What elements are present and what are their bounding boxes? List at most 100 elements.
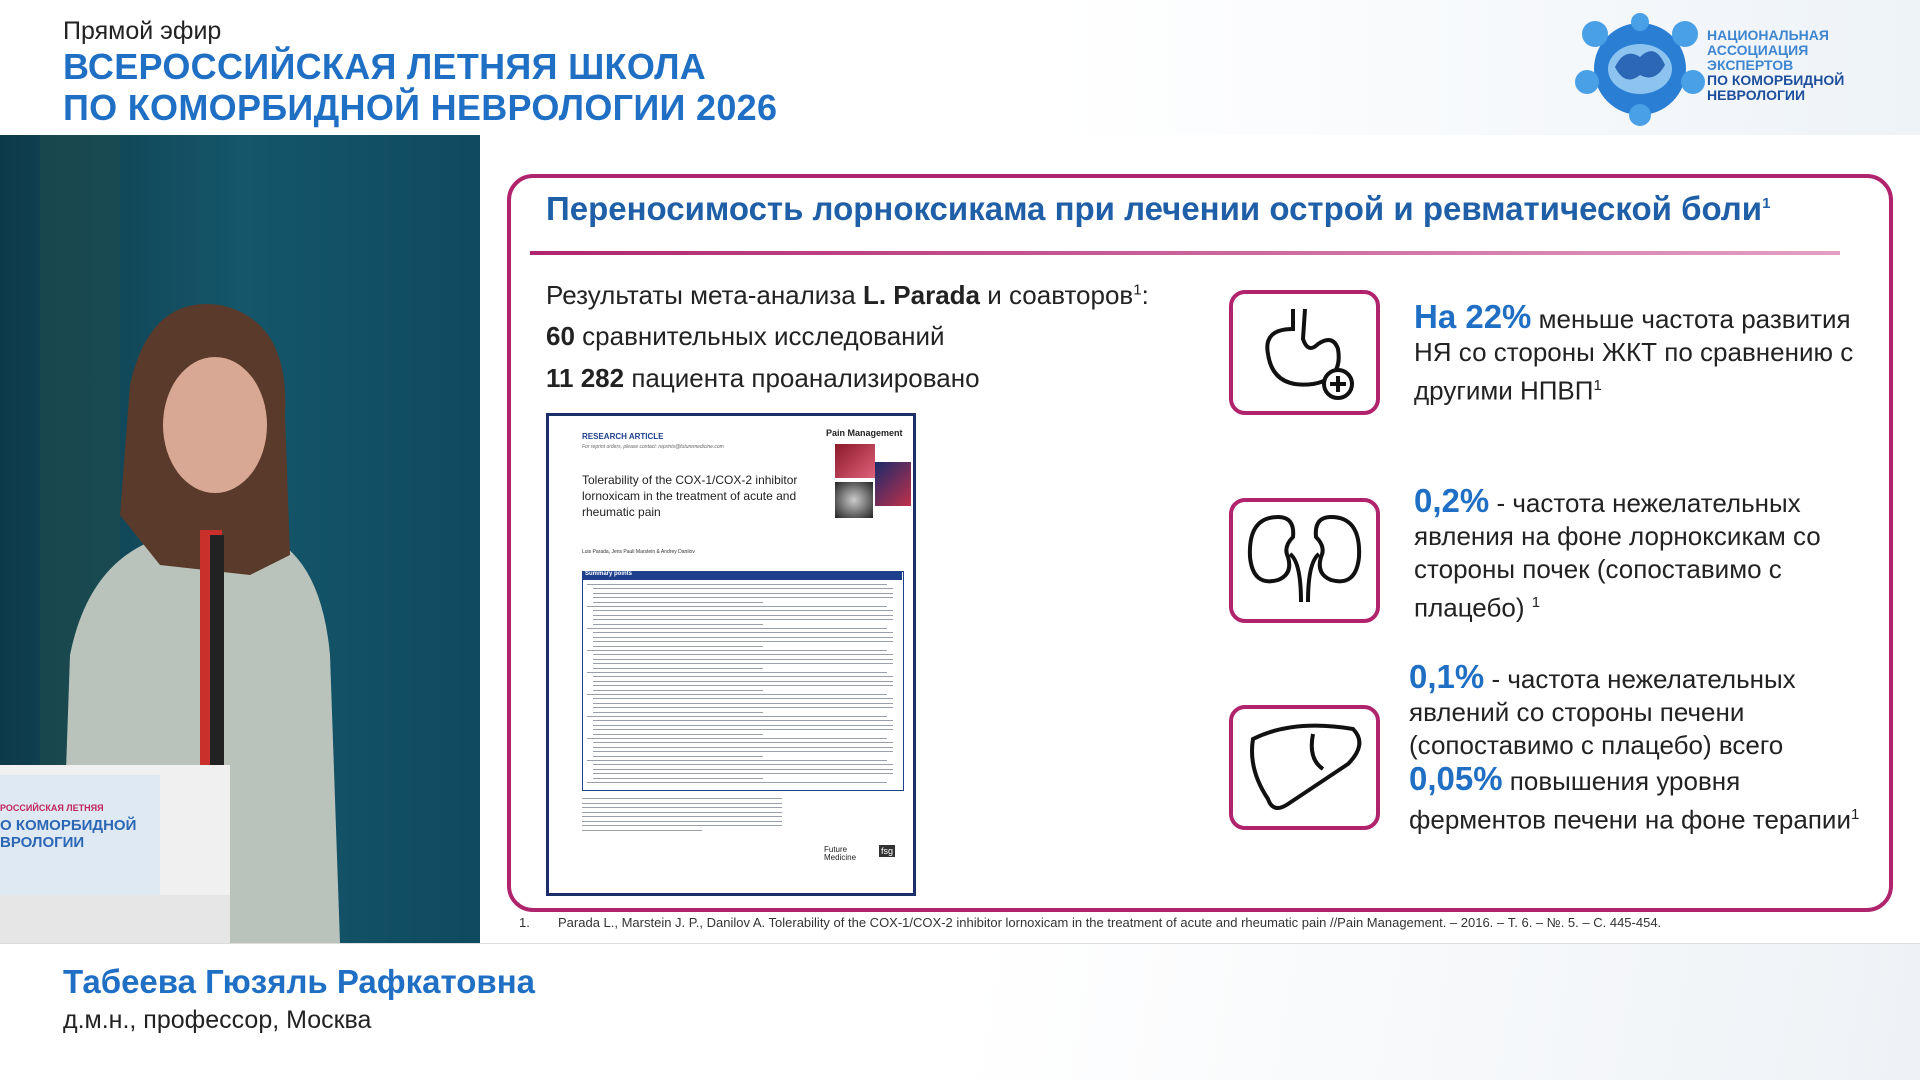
text-placeholder xyxy=(593,588,893,590)
article-image xyxy=(835,444,875,478)
text-placeholder xyxy=(593,777,763,779)
intro-line: 60 сравнительных исследований xyxy=(546,321,945,352)
statement: 0,1% - частота нежелательных явлений со … xyxy=(1409,660,1879,837)
bold-text: L. Parada xyxy=(862,280,981,310)
podium-line: РОССИЙСКАЯ ЛЕТНЯЯ xyxy=(0,803,104,813)
text-placeholder xyxy=(593,592,893,594)
article-authors: Luis Parada, Jens Pauli Marstein & Andre… xyxy=(582,549,695,555)
ref-mark: 1 xyxy=(1133,281,1142,299)
statement: На 22% меньше частота развития НЯ со сто… xyxy=(1414,300,1884,408)
text-placeholder xyxy=(587,782,887,783)
logo-line: НАЦИОНАЛЬНАЯ xyxy=(1707,27,1829,43)
text-placeholder xyxy=(593,768,893,770)
highlight: 0,05% xyxy=(1409,760,1503,797)
text-placeholder xyxy=(593,676,893,678)
article-thumbnail: RESEARCH ARTICLE For reprint orders, ple… xyxy=(546,413,916,896)
text-placeholder xyxy=(593,746,893,748)
text-placeholder xyxy=(593,711,763,713)
text-placeholder xyxy=(593,680,893,682)
podium-line: ВРОЛОГИИ xyxy=(0,834,85,851)
text-placeholder xyxy=(587,672,887,673)
text-placeholder xyxy=(593,614,893,616)
article-title: Tolerability of the COX-1/COX-2 inhibito… xyxy=(582,473,798,519)
ref-mark: 1 xyxy=(1850,806,1860,823)
text-placeholder xyxy=(593,601,763,603)
text-placeholder xyxy=(593,755,763,757)
article-publisher: Future Medicine xyxy=(824,845,857,862)
text-placeholder xyxy=(582,829,702,831)
text-placeholder xyxy=(593,773,893,775)
text-placeholder xyxy=(593,636,893,638)
intro-line: Результаты мета-анализа L. Parada и соав… xyxy=(546,280,1149,311)
text-placeholder xyxy=(593,742,893,744)
text-placeholder xyxy=(587,716,887,717)
text-placeholder xyxy=(593,698,893,700)
text-placeholder xyxy=(593,689,763,691)
summary-header: Summary points xyxy=(582,571,902,580)
slide-frame xyxy=(507,174,1893,912)
text: и соавторов xyxy=(980,280,1134,310)
ref-mark: 1 xyxy=(1531,594,1541,611)
text-placeholder xyxy=(582,825,782,826)
text: : xyxy=(1141,280,1149,310)
bold-text: 60 xyxy=(546,321,575,351)
liver-icon xyxy=(1250,723,1362,810)
bold-text: 11 282 xyxy=(546,363,625,393)
slide-title-text: Переносимость лорноксикама при лечении о… xyxy=(546,190,1763,227)
text-placeholder xyxy=(593,707,893,709)
slide-title: Переносимость лорноксикама при лечении о… xyxy=(546,190,1770,228)
ref-mark: 1 xyxy=(1762,195,1771,212)
text: меньше частота развития НЯ со стороны ЖК… xyxy=(1414,304,1854,406)
text-placeholder xyxy=(593,641,893,643)
article-image xyxy=(835,482,873,518)
icon-box xyxy=(1229,290,1380,415)
text-placeholder xyxy=(593,702,893,704)
text-placeholder xyxy=(587,760,887,761)
intro-line: 11 282 пациента проанализировано xyxy=(546,363,980,394)
logo-text: НАЦИОНАЛЬНАЯ АССОЦИАЦИЯ ЭКСПЕРТОВ ПО КОМ… xyxy=(1707,28,1844,103)
live-label: Прямой эфир xyxy=(63,17,222,45)
article-image xyxy=(875,462,911,506)
text-placeholder xyxy=(593,667,763,669)
text-placeholder xyxy=(593,654,893,656)
text: Результаты мета-анализа xyxy=(546,280,863,310)
text-placeholder xyxy=(593,597,893,599)
logo-line: ЭКСПЕРТОВ xyxy=(1707,57,1794,73)
article-kind: RESEARCH ARTICLE xyxy=(582,432,664,441)
text-placeholder xyxy=(593,619,893,621)
highlight: 0,1% xyxy=(1409,658,1485,695)
title-divider xyxy=(530,251,1840,255)
text: пациента проанализировано xyxy=(624,363,980,393)
podium-text: РОССИЙСКАЯ ЛЕТНЯЯ О КОМОРБИДНОЙ ВРОЛОГИИ xyxy=(0,800,136,851)
text-placeholder xyxy=(587,628,887,629)
logo-line: ПО КОМОРБИДНОЙ xyxy=(1707,72,1845,88)
event-title-line: ПО КОМОРБИДНОЙ НЕВРОЛОГИИ 2026 xyxy=(63,87,778,128)
lower-third xyxy=(0,943,1920,1080)
text-placeholder xyxy=(582,820,782,822)
text-placeholder xyxy=(587,650,887,651)
footnote-text: Parada L., Marstein J. P., Danilov A. To… xyxy=(558,915,1662,930)
speaker-role: д.м.н., профессор, Москва xyxy=(63,1006,372,1034)
text: сравнительных исследований xyxy=(574,321,945,351)
text-placeholder xyxy=(593,751,893,753)
text: повышения уровня ферментов печени на фон… xyxy=(1409,766,1851,835)
highlight: 0,2% xyxy=(1414,482,1490,519)
text-placeholder xyxy=(593,623,763,625)
text-placeholder xyxy=(593,764,893,766)
logo-line: НЕВРОЛОГИИ xyxy=(1707,87,1806,103)
icon-box xyxy=(1229,498,1380,623)
text: - частота нежелательных явления на фоне … xyxy=(1414,488,1821,623)
podium-line: О КОМОРБИДНОЙ xyxy=(0,817,137,834)
footnote-number: 1. xyxy=(519,915,530,930)
text-placeholder xyxy=(593,720,893,722)
text-placeholder xyxy=(582,802,782,804)
text-placeholder xyxy=(582,811,782,813)
text-placeholder xyxy=(587,738,887,739)
text-placeholder xyxy=(587,606,887,607)
text-placeholder xyxy=(582,798,782,799)
highlight: На 22% xyxy=(1414,298,1532,335)
logo-line: АССОЦИАЦИЯ xyxy=(1707,42,1809,58)
stomach-icon xyxy=(1265,308,1354,400)
article-badge: fsg xyxy=(879,845,896,857)
